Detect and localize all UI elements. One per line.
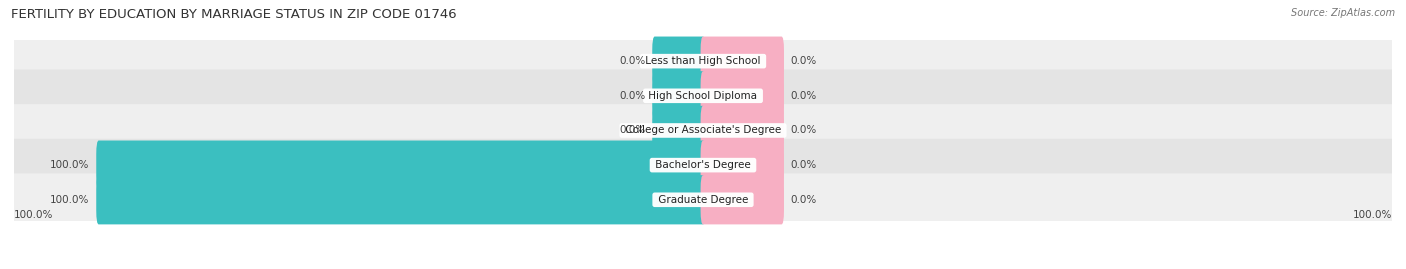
FancyBboxPatch shape	[6, 35, 1400, 87]
Text: College or Associate's Degree: College or Associate's Degree	[621, 125, 785, 136]
Text: 0.0%: 0.0%	[619, 125, 645, 136]
Text: 0.0%: 0.0%	[619, 56, 645, 66]
Text: 0.0%: 0.0%	[790, 160, 817, 170]
Text: Bachelor's Degree: Bachelor's Degree	[652, 160, 754, 170]
Text: Source: ZipAtlas.com: Source: ZipAtlas.com	[1291, 8, 1395, 18]
Text: 0.0%: 0.0%	[790, 125, 817, 136]
FancyBboxPatch shape	[6, 174, 1400, 226]
Text: 0.0%: 0.0%	[790, 91, 817, 101]
Text: 0.0%: 0.0%	[790, 56, 817, 66]
FancyBboxPatch shape	[700, 71, 785, 121]
FancyBboxPatch shape	[652, 106, 706, 155]
FancyBboxPatch shape	[652, 37, 706, 86]
Text: Less than High School: Less than High School	[643, 56, 763, 66]
Text: 100.0%: 100.0%	[14, 210, 53, 220]
FancyBboxPatch shape	[6, 139, 1400, 192]
Text: 100.0%: 100.0%	[51, 160, 90, 170]
FancyBboxPatch shape	[6, 104, 1400, 157]
FancyBboxPatch shape	[700, 175, 785, 224]
FancyBboxPatch shape	[96, 175, 706, 224]
Text: 100.0%: 100.0%	[51, 195, 90, 205]
Legend: Married, Unmarried: Married, Unmarried	[624, 264, 782, 269]
Text: FERTILITY BY EDUCATION BY MARRIAGE STATUS IN ZIP CODE 01746: FERTILITY BY EDUCATION BY MARRIAGE STATU…	[11, 8, 457, 21]
FancyBboxPatch shape	[96, 140, 706, 190]
FancyBboxPatch shape	[700, 106, 785, 155]
Text: 100.0%: 100.0%	[1353, 210, 1392, 220]
FancyBboxPatch shape	[652, 71, 706, 121]
Text: Graduate Degree: Graduate Degree	[655, 195, 751, 205]
Text: 0.0%: 0.0%	[790, 195, 817, 205]
Text: High School Diploma: High School Diploma	[645, 91, 761, 101]
FancyBboxPatch shape	[700, 37, 785, 86]
Text: 0.0%: 0.0%	[619, 91, 645, 101]
FancyBboxPatch shape	[700, 140, 785, 190]
FancyBboxPatch shape	[6, 69, 1400, 122]
